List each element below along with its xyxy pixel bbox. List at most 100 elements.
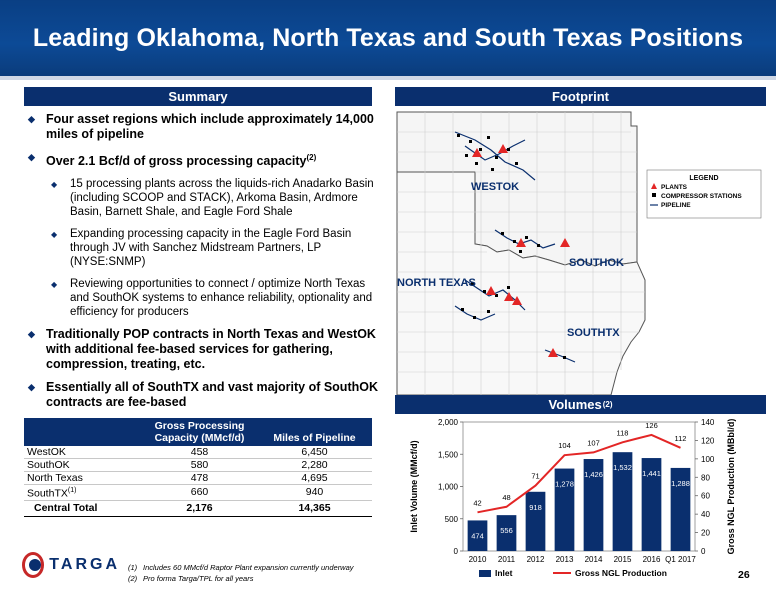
line-data-label: 107 xyxy=(587,438,600,447)
bar-data-label: 556 xyxy=(500,526,513,535)
plant-icon xyxy=(560,238,570,247)
legend-compressor: COMPRESSOR STATIONS xyxy=(661,193,742,200)
footnote: (1) Includes 60 MMcf/d Raptor Plant expan… xyxy=(128,562,354,573)
bullet-sup: (2) xyxy=(306,153,317,162)
logo-text: TARGA xyxy=(49,556,120,573)
table-header-miles: Miles of Pipeline xyxy=(257,418,372,446)
row-capacity: 458 xyxy=(142,446,257,459)
summary-bullet: Essentially all of SouthTX and vast majo… xyxy=(28,380,380,410)
y2-tick-label: 100 xyxy=(701,455,715,464)
summary-sub-bullet: 15 processing plants across the liquids-… xyxy=(30,177,380,219)
footnotes: (1) Includes 60 MMcf/d Raptor Plant expan… xyxy=(128,562,354,584)
legend-ngl-label: Gross NGL Production xyxy=(575,568,667,578)
line-data-label: 112 xyxy=(675,434,687,443)
row-capacity: 478 xyxy=(142,471,257,485)
bullet-text: Four asset regions which include approxi… xyxy=(46,112,374,141)
row-name-sup: (1) xyxy=(67,487,77,494)
bullet-text: Over 2.1 Bcf/d of gross processing capac… xyxy=(46,154,307,169)
y2-tick-label: 20 xyxy=(701,529,710,538)
legend-box xyxy=(646,169,762,219)
bar-data-label: 1,426 xyxy=(584,470,603,479)
map-label-southtx: SOUTHTX xyxy=(567,327,620,339)
line-data-label: 42 xyxy=(473,498,481,507)
y2-axis-label: Gross NGL Production (MBbl/d) xyxy=(726,419,736,555)
bar-data-label: 474 xyxy=(471,531,484,540)
x-tick-label: 2014 xyxy=(585,555,603,564)
legend-plants: PLANTS xyxy=(661,184,688,191)
targa-logo: TARGA xyxy=(22,550,120,580)
y-tick-label: 1,500 xyxy=(438,450,459,459)
x-tick-label: 2016 xyxy=(643,555,661,564)
bar-inlet xyxy=(554,468,575,551)
table-header-capacity: Gross Processing Capacity (MMcf/d) xyxy=(142,418,257,446)
bar-inlet xyxy=(670,467,691,551)
footnote: (2) Pro forma Targa/TPL for all years xyxy=(128,573,354,584)
volumes-header-sup: (2) xyxy=(602,400,613,409)
row-name-text: SouthTX xyxy=(27,487,68,500)
y-axis-label: Inlet Volume (MMcf/d) xyxy=(409,440,419,532)
x-tick-label: 2015 xyxy=(614,555,632,564)
line-ngl xyxy=(477,433,681,514)
total-name: Central Total xyxy=(24,499,142,517)
texas-shape xyxy=(396,171,646,395)
plants xyxy=(472,144,570,357)
row-miles: 940 xyxy=(257,484,372,501)
bar-inlet xyxy=(612,452,633,551)
map-label-westok: WESTOK xyxy=(471,181,519,193)
map-label-northtexas: NORTH TEXAS xyxy=(397,277,476,289)
table-row: SouthTX(1) 660 940 xyxy=(24,484,372,501)
table-row: WestOK 458 6,450 xyxy=(24,446,372,459)
processing-table: Gross Processing Capacity (MMcf/d) Miles… xyxy=(24,418,372,517)
plant-icon xyxy=(486,286,496,295)
bar-data-label: 1,278 xyxy=(555,480,574,489)
bar-inlet xyxy=(467,520,488,551)
summary-sub-bullet: Expanding processing capacity in the Eag… xyxy=(30,227,380,269)
title-stripe xyxy=(0,76,776,80)
line-data-label: 118 xyxy=(617,428,629,437)
row-name: WestOK xyxy=(24,446,142,459)
bar-inlet xyxy=(641,458,662,551)
table-total-row: Central Total 2,176 14,365 xyxy=(24,499,372,517)
plant-icon xyxy=(504,292,514,301)
total-capacity: 2,176 xyxy=(142,499,257,517)
y2-tick-label: 120 xyxy=(701,436,715,445)
y-tick-label: 2,000 xyxy=(438,418,459,427)
plant-icon xyxy=(472,148,482,157)
line-data-label: 48 xyxy=(502,493,510,502)
table-header-blank xyxy=(24,418,142,446)
legend-inlet-swatch xyxy=(479,570,491,577)
bar-inlet xyxy=(496,515,517,551)
y-tick-label: 1,000 xyxy=(438,483,459,492)
x-tick-label: 2010 xyxy=(469,555,487,564)
summary-header: Summary xyxy=(24,87,372,106)
row-name: SouthOK xyxy=(24,458,142,472)
row-miles: 4,695 xyxy=(257,471,372,485)
row-capacity: 580 xyxy=(142,458,257,472)
x-tick-label: 2013 xyxy=(556,555,574,564)
legend-plant-icon xyxy=(651,183,657,189)
volumes-header-text: Volumes xyxy=(548,397,602,412)
bar-data-label: 1,288 xyxy=(671,479,690,488)
page-title: Leading Oklahoma, North Texas and South … xyxy=(32,23,744,52)
row-name: SouthTX(1) xyxy=(24,484,142,501)
map-label-southok: SOUTHOK xyxy=(569,257,624,269)
line-data-label: 104 xyxy=(558,441,571,450)
line-data-label: 126 xyxy=(645,421,658,430)
footnote-text: Includes 60 MMcf/d Raptor Plant expansio… xyxy=(143,563,354,572)
y2-tick-label: 60 xyxy=(701,492,710,501)
row-capacity: 660 xyxy=(142,484,257,501)
total-miles: 14,365 xyxy=(257,499,372,517)
summary-sub-bullet: Reviewing opportunities to connect / opt… xyxy=(30,277,380,319)
x-tick-label: 2012 xyxy=(527,555,545,564)
page-number: 26 xyxy=(738,569,750,581)
plant-icon xyxy=(512,296,522,305)
targa-logo-icon xyxy=(22,552,45,578)
table-row: SouthOK 580 2,280 xyxy=(24,458,372,472)
title-bar: Leading Oklahoma, North Texas and South … xyxy=(0,0,776,80)
legend-title: LEGEND xyxy=(689,175,718,182)
summary-bullet: Traditionally POP contracts in North Tex… xyxy=(28,327,380,372)
bar-data-label: 918 xyxy=(529,503,542,512)
y2-tick-label: 80 xyxy=(701,473,710,482)
plant-icon xyxy=(516,238,526,247)
y-tick-label: 0 xyxy=(454,547,459,556)
